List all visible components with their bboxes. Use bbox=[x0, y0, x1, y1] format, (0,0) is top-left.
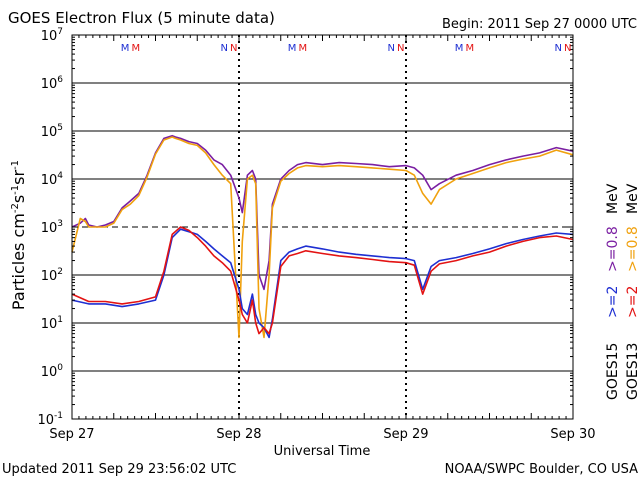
series-line bbox=[71, 136, 574, 339]
y-tick-label: 104 bbox=[41, 171, 64, 188]
x-tick-label: Sep 29 bbox=[383, 427, 428, 442]
x-tick-label: Sep 28 bbox=[216, 427, 261, 442]
chart-title: GOES Electron Flux (5 minute data) bbox=[8, 9, 275, 27]
legend-goes15-high: >=0.8 bbox=[605, 226, 621, 272]
y-axis-label: Particles cm-2s-1sr-1 bbox=[9, 160, 28, 310]
y-tick-label: 101 bbox=[41, 315, 63, 332]
marker-letter: M bbox=[288, 43, 297, 54]
y-tick-label: 105 bbox=[41, 123, 63, 140]
marker-letter: M bbox=[121, 43, 130, 54]
marker-letter: M bbox=[465, 43, 474, 54]
series-line bbox=[71, 228, 574, 339]
y-tick-label: 10-1 bbox=[37, 411, 63, 428]
marker-letter: N bbox=[220, 43, 227, 54]
legend-goes15-low: >=2 bbox=[605, 286, 621, 318]
marker-letter: N bbox=[397, 43, 404, 54]
y-tick-label: 103 bbox=[41, 219, 63, 236]
marker-letter: M bbox=[131, 43, 140, 54]
marker-letter: M bbox=[298, 43, 307, 54]
legend-goes13-low: >=2 bbox=[625, 286, 640, 318]
marker-letter: N bbox=[387, 43, 394, 54]
marker-letter: N bbox=[564, 43, 571, 54]
series-line bbox=[71, 134, 574, 291]
begin-label: Begin: 2011 Sep 27 0000 UTC bbox=[442, 17, 637, 32]
y-tick-label: 100 bbox=[41, 363, 64, 380]
legend: GOES15 GOES13 >=2 >=0.8 MeV >=2 >=0.8 Me… bbox=[605, 183, 640, 400]
legend-goes13-high: >=0.8 bbox=[625, 226, 640, 272]
legend-goes13-label: GOES13 bbox=[625, 343, 640, 400]
marker-letter: N bbox=[230, 43, 237, 54]
x-axis-label: Universal Time bbox=[274, 444, 371, 459]
plot-area: 10-1 100 101 102 103 104 105 106 107 Sep 27 Sep 28… bbox=[37, 27, 595, 442]
legend-goes15-label: GOES15 bbox=[605, 343, 621, 400]
credit-label: NOAA/SWPC Boulder, CO USA bbox=[445, 462, 638, 477]
legend-goes15-unit: MeV bbox=[605, 183, 621, 214]
x-tick-label: Sep 30 bbox=[550, 427, 595, 442]
updated-label: Updated 2011 Sep 29 23:56:02 UTC bbox=[2, 462, 236, 477]
y-tick-label: 107 bbox=[41, 27, 63, 44]
legend-goes13-unit: MeV bbox=[625, 183, 640, 214]
y-tick-label: 102 bbox=[41, 267, 63, 284]
series-line bbox=[71, 226, 574, 335]
marker-letter: M bbox=[455, 43, 464, 54]
x-tick-label: Sep 27 bbox=[49, 427, 94, 442]
marker-letter: N bbox=[554, 43, 561, 54]
y-tick-label: 106 bbox=[41, 75, 64, 92]
